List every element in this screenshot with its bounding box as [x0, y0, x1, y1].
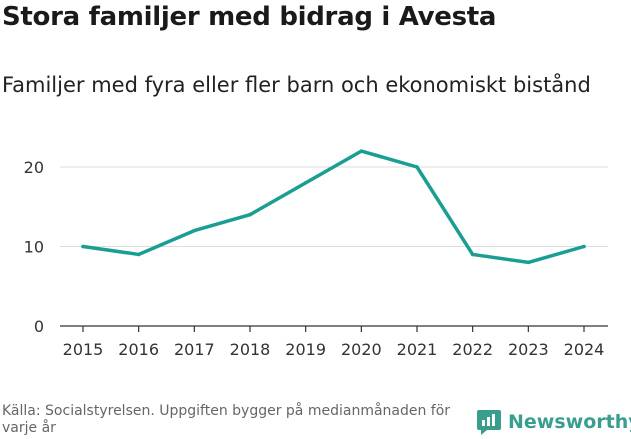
series-lines: [81, 149, 586, 265]
data-point: [136, 252, 141, 257]
data-point: [303, 181, 308, 185]
source-note: Källa: Socialstyrelsen. Uppgiften bygger…: [2, 403, 451, 436]
data-point: [81, 244, 85, 249]
x-tick-label: 2022: [452, 340, 493, 359]
data-point: [470, 252, 475, 257]
data-point: [526, 260, 531, 265]
x-tick-label: 2015: [63, 340, 104, 359]
x-tick-label: 2023: [508, 340, 549, 359]
grid-lines: [60, 166, 608, 247]
brand-name: Newsworthy: [508, 411, 631, 433]
chart-title: Stora familjer med bidrag i Avesta: [2, 2, 497, 32]
data-point: [582, 244, 586, 249]
data-point: [192, 228, 197, 233]
x-tick-label: 2024: [564, 340, 605, 359]
x-tick-label: 2020: [341, 340, 382, 359]
chart-subtitle: Familjer med fyra eller fler barn och ek…: [2, 73, 591, 97]
y-tick-label: 10: [24, 238, 44, 257]
x-axis: [60, 325, 608, 332]
y-axis-tick-labels: 0 10 20: [24, 158, 44, 336]
x-axis-tick-labels: 2015 2016 2017 2018 2019 2020 2021 2022 2023 2024: [63, 340, 605, 359]
brand-logo[interactable]: Newsworthy: [476, 408, 631, 436]
x-tick-label: 2016: [118, 340, 159, 359]
series-line: [81, 149, 586, 265]
x-tick-label: 2021: [397, 340, 438, 359]
data-point: [415, 165, 419, 169]
newsworthy-logo-icon: [477, 410, 501, 435]
data-point: [248, 212, 252, 217]
x-tick-label: 2019: [285, 340, 326, 359]
y-tick-label: 0: [34, 317, 44, 336]
y-tick-label: 20: [24, 158, 44, 177]
data-point: [359, 149, 364, 153]
x-tick-label: 2018: [230, 340, 271, 359]
x-tick-label: 2017: [174, 340, 215, 359]
